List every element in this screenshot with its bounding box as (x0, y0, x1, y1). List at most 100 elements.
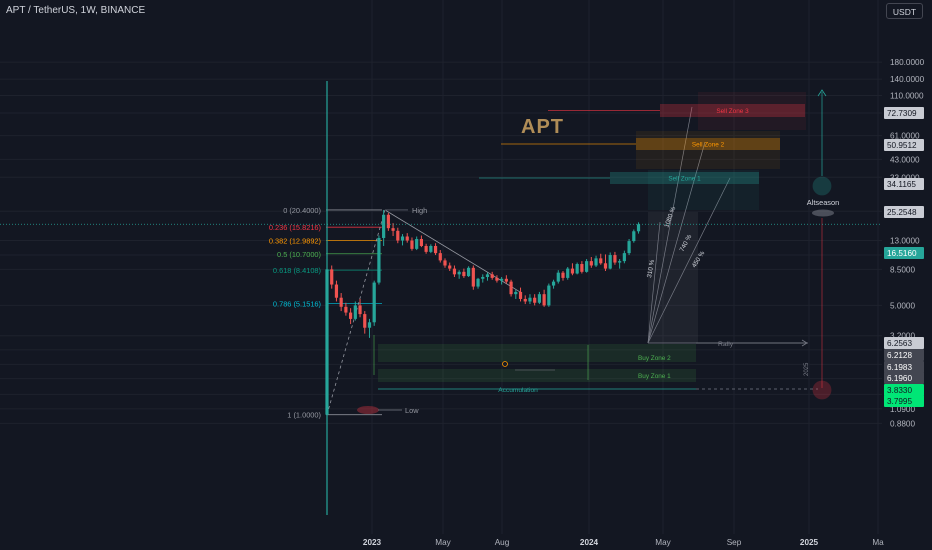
candle-body (537, 294, 541, 303)
candle-body (443, 260, 447, 266)
candle-body (613, 255, 617, 263)
price-tick-label: 61.0000 (890, 132, 920, 141)
price-badge-label: 6.2563 (887, 339, 912, 348)
price-badge (884, 361, 924, 373)
candle-body (509, 281, 513, 295)
time-tick-label: Aug (495, 538, 510, 547)
price-badge-label: 6.1983 (887, 363, 912, 372)
candle-body (594, 258, 598, 266)
time-scale-background (0, 534, 932, 550)
candle-body (419, 238, 423, 246)
price-tick-label: 43.0000 (890, 155, 920, 164)
candle-body (377, 237, 381, 283)
price-scale: 180.0000140.0000110.000085.000061.000043… (882, 0, 932, 534)
arrow-right-icon (801, 339, 808, 347)
price-badge-label: 6.1960 (887, 374, 912, 383)
candle-body (424, 245, 428, 252)
sell-zone-3-box (660, 104, 805, 117)
candle-body (547, 285, 551, 306)
fib-level-label: 0.382 (12.9892) (269, 237, 321, 246)
candle-body (339, 297, 343, 307)
candle-body (405, 236, 409, 241)
candle-body (599, 258, 603, 264)
price-badge-label: 6.2128 (887, 351, 912, 360)
candle-body (632, 231, 636, 242)
candle-body (415, 238, 419, 249)
price-tick-label: 33.0000 (890, 173, 920, 182)
candle-body (627, 241, 631, 254)
marker-circle (502, 361, 508, 367)
candle-body (585, 261, 589, 272)
time-scale: 2023 May Aug 2024 May Sep 2025 Ma (0, 534, 932, 550)
price-badge (884, 139, 924, 151)
price-badge (884, 107, 924, 119)
sell-zone-shadow (698, 92, 806, 130)
symbol-title: APT / TetherUS, 1W, BINANCE (6, 5, 146, 16)
candle-body (433, 245, 438, 254)
candle-body (528, 297, 532, 302)
candle-body (514, 291, 518, 295)
sell-zone-2-box (636, 138, 780, 150)
price-badge (884, 206, 924, 218)
price-badge (884, 247, 924, 259)
price-badge-label: 72.7309 (887, 109, 917, 118)
candle-body (589, 261, 593, 266)
candle-body (429, 245, 433, 252)
price-badge (884, 349, 924, 361)
projection-ray (647, 177, 731, 344)
price-badge (884, 337, 924, 349)
sell-zone-shadow (648, 170, 759, 210)
price-badge-label: 16.5160 (887, 249, 917, 258)
candle-body (636, 224, 641, 232)
price-badge-label: 3.7995 (887, 397, 912, 406)
projection-ray (647, 221, 661, 344)
candle-body (325, 269, 329, 415)
candle-body (391, 228, 395, 231)
candle-body (603, 263, 608, 269)
candle-body (570, 268, 575, 274)
candle-body (556, 272, 560, 282)
candle-body (410, 240, 414, 249)
price-badge (884, 178, 924, 190)
candle-body (372, 282, 376, 323)
candle-body (457, 271, 461, 275)
candle-body (504, 278, 508, 282)
sell-zone-shadow (636, 131, 780, 169)
candle-body (476, 278, 480, 287)
candle-body (542, 294, 546, 306)
projection-percent-label: 310 % (646, 259, 656, 278)
time-tick-label: Sep (727, 538, 742, 547)
candle-body (580, 264, 584, 272)
currency-button[interactable]: USDT (886, 3, 923, 19)
watermark-text: APT (521, 116, 564, 138)
time-tick-label: Ma (872, 538, 884, 547)
candle-body (367, 322, 372, 328)
candle-body (334, 284, 339, 298)
candle-body (622, 253, 626, 262)
fib-level-label: 0.618 (8.4108) (273, 266, 321, 275)
candle-body (358, 305, 362, 315)
candle-body (490, 274, 494, 278)
price-tick-label: 8.5000 (890, 265, 915, 274)
arrow-head-icon (817, 89, 827, 97)
price-tick-label: 13.0000 (890, 237, 920, 246)
altseason-start-circle (812, 380, 832, 400)
candle-body (349, 312, 353, 319)
price-scale-background (882, 0, 932, 534)
buy-zone-1-box (378, 369, 696, 382)
sell-zone-1-box (610, 172, 759, 184)
altseason-label: Altseason (807, 198, 839, 207)
altseason-target-circle (812, 176, 832, 196)
time-tick-label: May (435, 538, 451, 547)
projection-ray (647, 106, 693, 344)
candle-body (400, 236, 405, 241)
time-tick-label: May (655, 538, 671, 547)
rally-projection-box (648, 212, 698, 343)
candle-body (452, 268, 457, 275)
buy-zone-2-label: Buy Zone 2 (638, 355, 671, 362)
price-tick-label: 3.2000 (890, 332, 915, 341)
price-badge-label: 3.8330 (887, 386, 912, 395)
fib-level-label: 1 (1.0000) (287, 411, 321, 420)
